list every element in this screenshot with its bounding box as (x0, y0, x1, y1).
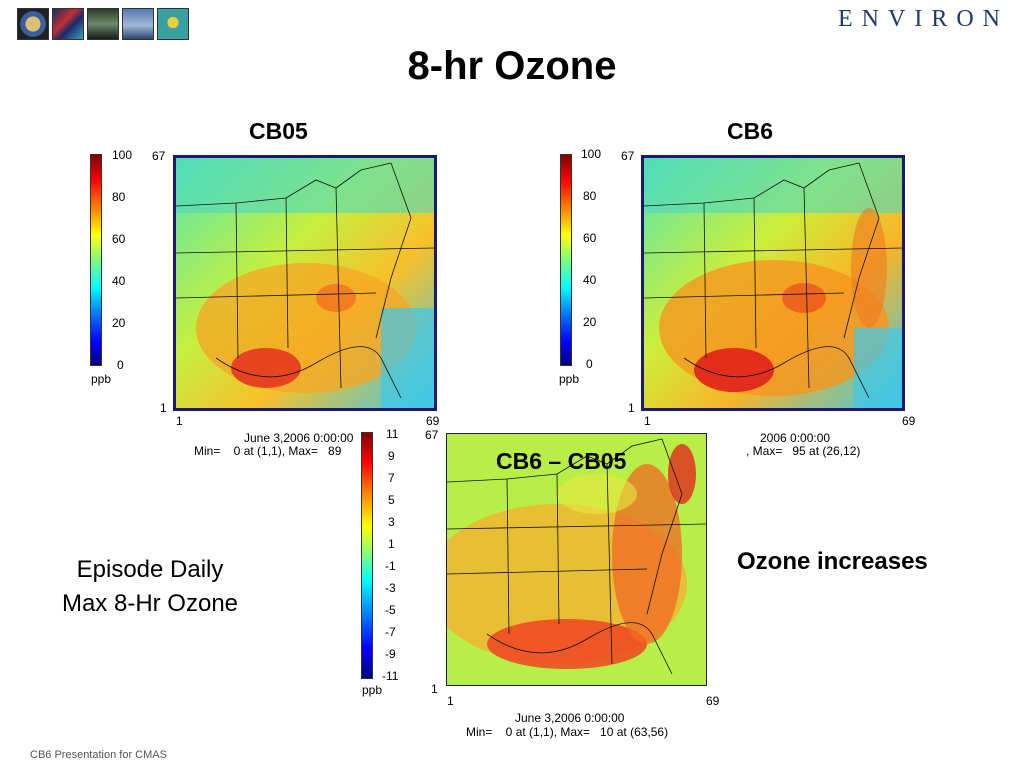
diff-caption-date: June 3,2006 0:00:00 (515, 711, 625, 725)
episode-label-line1: Episode Daily (76, 556, 224, 583)
diff-cbar-tick: 7 (388, 471, 395, 485)
dna-thumb (52, 8, 84, 40)
cb6-y-bottom-label: 1 (628, 401, 635, 415)
cb6-colorbar (560, 154, 572, 366)
cb05-map (173, 155, 437, 411)
building-thumb (87, 8, 119, 40)
diff-x-left-label: 1 (447, 694, 454, 708)
cb05-cbar-tick: 100 (112, 148, 133, 162)
diff-map (446, 433, 707, 686)
cb6-cbar-tick: 0 (586, 357, 593, 371)
cb05-caption-minmax: Min= 0 at (1,1), Max= 89 (194, 444, 342, 458)
diff-cbar-tick: -7 (385, 625, 396, 639)
cb05-caption-date: June 3,2006 0:00:00 (244, 431, 354, 445)
episode-label-line2: Max 8-Hr Ozone (61, 590, 239, 617)
cb6-cbar-tick: 100 (581, 147, 602, 161)
cb05-y-bottom-label: 1 (160, 401, 167, 415)
cb6-caption-date: 2006 0:00:00 (760, 431, 831, 445)
cb6-map (641, 155, 905, 411)
cb6-x-right-label: 69 (902, 414, 916, 428)
diff-cbar-tick: -1 (385, 559, 396, 573)
diff-x-right-label: 69 (706, 694, 720, 708)
diff-colorbar (361, 432, 373, 679)
footer-text: CB6 Presentation for CMAS (30, 749, 167, 761)
diff-cbar-tick: -11 (382, 669, 399, 683)
diff-cbar-tick: -5 (385, 603, 396, 617)
cb05-colorbar (90, 154, 102, 366)
diff-cbar-tick: -9 (385, 647, 396, 661)
cb05-x-right-label: 69 (426, 414, 440, 428)
page-title: 8-hr Ozone (407, 44, 617, 88)
diff-cbar-tick: 11 (386, 427, 399, 441)
diff-caption-minmax: Min= 0 at (1,1), Max= 10 at (63,56) (466, 725, 669, 739)
ozone-increases-note: Ozone increases (737, 548, 928, 575)
cb6-caption-minmax: , Max= 95 at (26,12) (746, 444, 861, 458)
diff-cbar-tick: 5 (388, 493, 395, 507)
diff-cbar-tick: 9 (388, 449, 395, 463)
cb05-x-left-label: 1 (176, 414, 183, 428)
cb05-cbar-tick: 0 (117, 358, 124, 372)
diff-cbar-tick: 1 (388, 537, 395, 551)
globe-thumb (17, 8, 49, 40)
cb05-cbar-tick: 40 (112, 274, 126, 288)
environ-logo: ENVIRON (838, 6, 1009, 32)
diff-y-top-label: 67 (425, 428, 439, 442)
diff-cbar-tick: 3 (388, 515, 395, 529)
cb05-cbar-unit: ppb (91, 372, 112, 386)
cb6-y-top-label: 67 (621, 149, 635, 163)
cb05-y-top-label: 67 (152, 149, 166, 163)
cb6-x-left-label: 1 (644, 414, 651, 428)
diff-cbar-tick: -3 (385, 581, 396, 595)
diff-cbar-unit: ppb (362, 683, 383, 697)
diff-y-bottom-label: 1 (431, 682, 438, 696)
cb6-heading: CB6 (727, 118, 774, 144)
cb05-heading: CB05 (249, 118, 308, 144)
balloon-thumb (157, 8, 189, 40)
cb6-cbar-tick: 20 (583, 315, 597, 329)
cb05-cbar-tick: 80 (112, 190, 126, 204)
cb6-cbar-tick: 80 (583, 189, 597, 203)
cb6-cbar-unit: ppb (559, 372, 580, 386)
episode-label: Episode Daily Max 8-Hr Ozone (30, 553, 270, 621)
cb6-cbar-tick: 40 (583, 273, 597, 287)
diff-heading: CB6 – CB05 (496, 448, 627, 474)
cb6-cbar-tick: 60 (583, 231, 597, 245)
cb05-cbar-tick: 60 (112, 232, 126, 246)
cb05-cbar-tick: 20 (112, 316, 126, 330)
landscape-thumb (122, 8, 154, 40)
